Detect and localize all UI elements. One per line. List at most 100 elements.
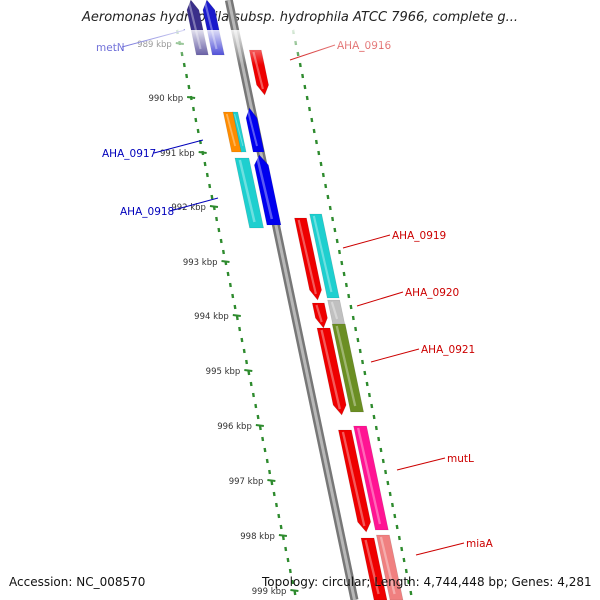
scale-tick-right bbox=[381, 458, 385, 464]
scale-tick-right bbox=[407, 579, 411, 585]
scale-label: 997 kbp bbox=[229, 477, 264, 487]
gene-AHA_0917-cog-a-sheen bbox=[225, 113, 237, 147]
gene-miaA-cds-sheen bbox=[364, 539, 380, 595]
scale-tick-right bbox=[312, 128, 316, 134]
scale-tick-left bbox=[205, 172, 209, 178]
gene-AHA_0917-cds bbox=[245, 107, 265, 153]
major-tick bbox=[278, 534, 288, 537]
scale-tick-right bbox=[363, 370, 367, 376]
scale-tick-right bbox=[342, 271, 346, 277]
backbone-highlight bbox=[227, 0, 356, 600]
gene-AHA_0920-cog bbox=[327, 299, 346, 326]
scale-tick-left bbox=[256, 414, 260, 420]
scale-tick-left bbox=[221, 249, 225, 255]
scale-tick-left bbox=[249, 381, 253, 387]
scale-tick-right bbox=[314, 139, 318, 145]
scale-tick-right bbox=[372, 414, 376, 420]
scale-tick-right bbox=[326, 194, 330, 200]
scale-tick-right bbox=[374, 425, 378, 431]
gene-label-AHA_0919: AHA_0919 bbox=[392, 230, 446, 242]
scale-label: 995 kbp bbox=[206, 367, 241, 377]
scale-tick-right bbox=[310, 117, 314, 123]
scale-label: 992 kbp bbox=[171, 203, 206, 213]
scale-tick-right bbox=[395, 524, 399, 530]
scale-tick-left bbox=[203, 161, 207, 167]
scale-tick-left bbox=[281, 535, 285, 541]
scale-tick-left bbox=[219, 238, 223, 244]
scale-tick-left bbox=[284, 546, 288, 552]
scale-tick-left bbox=[286, 557, 290, 563]
scale-tick-right bbox=[301, 73, 305, 79]
scale-tick-left bbox=[235, 315, 239, 321]
gene-AHA_0920-cds-sheen bbox=[315, 304, 323, 323]
major-tick bbox=[198, 151, 207, 154]
major-tick bbox=[221, 260, 230, 263]
scale-tick-right bbox=[319, 161, 323, 167]
scale-tick-right bbox=[340, 260, 344, 266]
scale-tick-right bbox=[351, 315, 355, 321]
gene-label-miaA: miaA bbox=[466, 538, 494, 550]
gene-miaA-cog-sheen bbox=[379, 536, 396, 595]
scale-tick-right bbox=[333, 227, 337, 233]
gene-AHA_0917-cds-sheen bbox=[246, 109, 258, 147]
scale-tick-left bbox=[242, 348, 246, 354]
scale-tick-left bbox=[270, 480, 274, 486]
scale-tick-right bbox=[388, 491, 392, 497]
scale-tick-right bbox=[337, 249, 341, 255]
scale-tick-left bbox=[291, 579, 295, 585]
gene-label-mutL: mutL bbox=[447, 453, 474, 465]
scale-tick-right bbox=[384, 469, 388, 475]
scale-tick-right bbox=[358, 348, 362, 354]
major-tick bbox=[187, 96, 196, 99]
scale-tick-right bbox=[328, 205, 332, 211]
gene-AHA_0920-cog-sheen bbox=[330, 301, 339, 320]
major-tick bbox=[267, 479, 276, 482]
scale-tick-right bbox=[386, 480, 390, 486]
scale-tick-left bbox=[217, 227, 221, 233]
scale-tick-left bbox=[208, 183, 212, 189]
scale-label: 993 kbp bbox=[183, 258, 218, 268]
gene-AHA_0919-cds bbox=[294, 217, 322, 301]
gene-AHA_0917-cog-b bbox=[232, 111, 247, 153]
scale-tick-left bbox=[277, 513, 281, 519]
scale-tick-right bbox=[393, 513, 397, 519]
top-fade bbox=[0, 30, 600, 65]
gene-AHA_0918-cog-sheen bbox=[238, 159, 256, 223]
scale-tick-right bbox=[400, 546, 404, 552]
scale-tick-right bbox=[354, 326, 358, 332]
scale-tick-right bbox=[317, 150, 321, 156]
scale-tick-left bbox=[265, 458, 269, 464]
scale-tick-right bbox=[377, 436, 381, 442]
scale-tick-left bbox=[258, 425, 262, 431]
scale-tick-right bbox=[391, 502, 394, 508]
scale-tick-left bbox=[247, 370, 251, 376]
gene-mutL-cog bbox=[353, 425, 389, 531]
scale-tick-right bbox=[397, 535, 401, 541]
scale-tick-right bbox=[349, 304, 353, 310]
scale-label: 999 kbp bbox=[252, 587, 287, 597]
scale-tick-right bbox=[379, 447, 383, 453]
scale-tick-left bbox=[272, 491, 276, 497]
scale-tick-right bbox=[305, 95, 309, 101]
scale-tick-left bbox=[226, 271, 230, 277]
scale-tick-left bbox=[185, 73, 189, 79]
gene-leader-line bbox=[153, 139, 204, 154]
scale-label: 991 kbp bbox=[160, 149, 195, 159]
scale-tick-left bbox=[228, 282, 232, 288]
scale-tick-left bbox=[245, 359, 249, 365]
scale-tick-right bbox=[308, 106, 312, 112]
scale-tick-right bbox=[321, 172, 325, 178]
scale-tick-left bbox=[261, 436, 265, 442]
scale-label: 990 kbp bbox=[148, 94, 183, 104]
gene-AHA_0921-cds bbox=[316, 327, 347, 416]
scale-tick-right bbox=[361, 359, 365, 365]
gene-label-AHA_0920: AHA_0920 bbox=[405, 287, 459, 299]
scale-tick-left bbox=[251, 392, 255, 398]
scale-tick-left bbox=[194, 117, 198, 123]
scale-tick-left bbox=[263, 447, 267, 453]
major-tick bbox=[290, 589, 299, 592]
scale-tick-left bbox=[215, 216, 219, 222]
scale-tick-right bbox=[409, 590, 413, 596]
gene-AHA_0921-cog-sheen bbox=[335, 325, 357, 407]
